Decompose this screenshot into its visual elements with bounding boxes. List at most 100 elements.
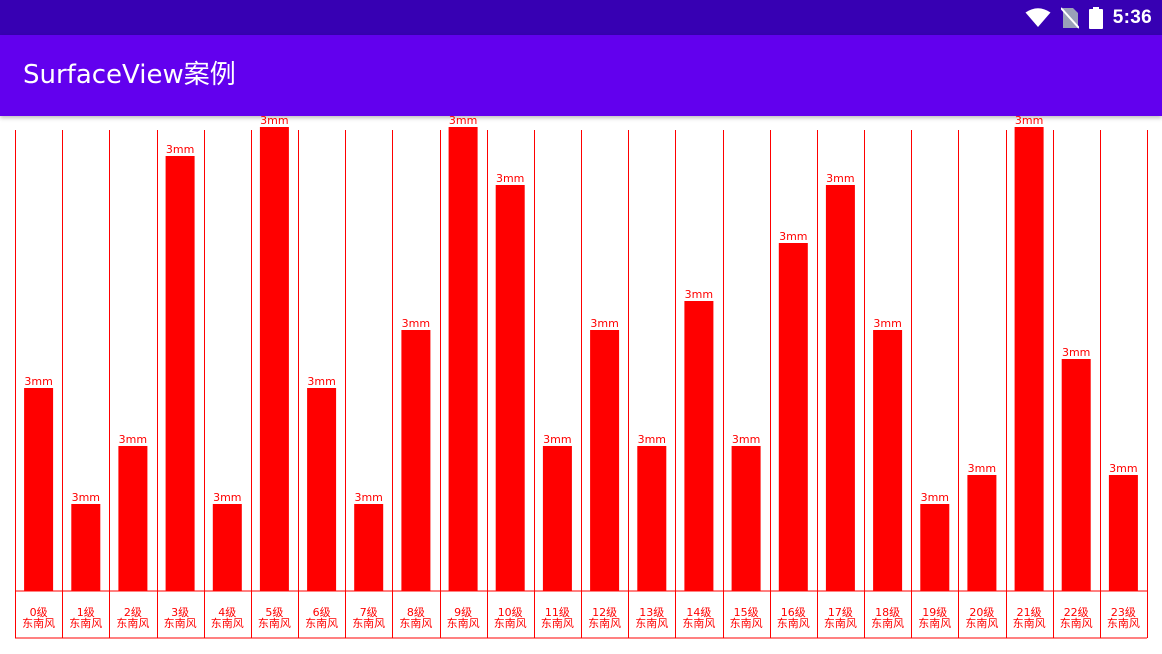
category-level-label: 16级 — [781, 606, 806, 619]
category-direction-label: 东南风 — [730, 617, 763, 630]
no-sim-icon — [1060, 6, 1079, 29]
category-level-label: 1级 — [77, 606, 95, 619]
value-label: 3mm — [260, 116, 288, 127]
app-bar: SurfaceView案例 — [0, 35, 1162, 116]
chart-area: 3mm 0级 东南风 3mm 1级 东南风 3mm 2级 东南风 3mm 3级 东南风 3mm 4级 东南风… — [0, 116, 1162, 654]
value-label: 3mm — [732, 433, 760, 446]
battery-icon — [1088, 6, 1103, 29]
category-level-label: 17级 — [828, 606, 853, 619]
value-label: 3mm — [24, 375, 52, 388]
value-label: 3mm — [402, 317, 430, 330]
category-level-label: 15级 — [734, 606, 759, 619]
category-direction-label: 东南风 — [399, 617, 432, 630]
category-direction-label: 东南风 — [918, 617, 951, 630]
category-direction-label: 东南风 — [1013, 617, 1046, 630]
bar — [495, 185, 525, 591]
value-label: 3mm — [543, 433, 571, 446]
bar — [448, 127, 478, 591]
status-icons: 5:36 — [1025, 0, 1152, 35]
category-level-label: 10级 — [498, 606, 523, 619]
category-direction-label: 东南风 — [116, 617, 149, 630]
category-level-label: 7级 — [360, 606, 378, 619]
category-direction-label: 东南风 — [211, 617, 244, 630]
bar — [542, 446, 572, 591]
value-label: 3mm — [213, 491, 241, 504]
value-label: 3mm — [449, 116, 477, 127]
category-level-label: 3级 — [171, 606, 189, 619]
category-level-label: 22级 — [1064, 606, 1089, 619]
category-level-label: 13级 — [639, 606, 664, 619]
bar — [401, 330, 431, 591]
value-label: 3mm — [921, 491, 949, 504]
bar — [259, 127, 289, 591]
category-level-label: 20级 — [969, 606, 994, 619]
category-direction-label: 东南风 — [447, 617, 480, 630]
category-level-label: 5级 — [265, 606, 283, 619]
value-label: 3mm — [1062, 346, 1090, 359]
category-direction-label: 东南风 — [1107, 617, 1140, 630]
value-label: 3mm — [307, 375, 335, 388]
category-level-label: 2级 — [124, 606, 142, 619]
category-direction-label: 东南风 — [871, 617, 904, 630]
category-direction-label: 东南风 — [965, 617, 998, 630]
category-direction-label: 东南风 — [824, 617, 857, 630]
value-label: 3mm — [1015, 116, 1043, 127]
value-label: 3mm — [496, 172, 524, 185]
app-title: SurfaceView案例 — [23, 60, 236, 90]
value-label: 3mm — [119, 433, 147, 446]
value-label: 3mm — [968, 462, 996, 475]
bar — [165, 156, 195, 591]
bar — [118, 446, 148, 591]
category-level-label: 6级 — [313, 606, 331, 619]
category-direction-label: 东南风 — [777, 617, 810, 630]
category-direction-label: 东南风 — [164, 617, 197, 630]
category-direction-label: 东南风 — [588, 617, 621, 630]
category-level-label: 0级 — [30, 606, 48, 619]
bar — [825, 185, 855, 591]
status-time: 5:36 — [1112, 6, 1152, 28]
bar — [684, 301, 714, 591]
category-level-label: 12级 — [592, 606, 617, 619]
bar — [778, 243, 808, 591]
bar — [354, 504, 384, 591]
category-direction-label: 东南风 — [541, 617, 574, 630]
value-label: 3mm — [685, 288, 713, 301]
bar — [590, 330, 620, 591]
category-direction-label: 东南风 — [22, 617, 55, 630]
bar — [1014, 127, 1044, 591]
category-level-label: 21级 — [1017, 606, 1042, 619]
bar — [307, 388, 337, 591]
value-label: 3mm — [873, 317, 901, 330]
category-direction-label: 东南风 — [69, 617, 102, 630]
category-level-label: 11级 — [545, 606, 570, 619]
value-label: 3mm — [354, 491, 382, 504]
category-direction-label: 东南风 — [352, 617, 385, 630]
category-level-label: 9级 — [454, 606, 472, 619]
category-direction-label: 东南风 — [305, 617, 338, 630]
category-level-label: 14级 — [686, 606, 711, 619]
bar — [731, 446, 761, 591]
bar — [212, 504, 242, 591]
category-direction-label: 东南风 — [1060, 617, 1093, 630]
value-label: 3mm — [72, 491, 100, 504]
value-label: 3mm — [590, 317, 618, 330]
wifi-icon — [1025, 7, 1051, 27]
bar — [873, 330, 903, 591]
value-label: 3mm — [779, 230, 807, 243]
category-direction-label: 东南风 — [635, 617, 668, 630]
bar — [920, 504, 950, 591]
category-direction-label: 东南风 — [682, 617, 715, 630]
value-label: 3mm — [826, 172, 854, 185]
category-level-label: 4级 — [218, 606, 236, 619]
bar — [24, 388, 54, 591]
bar — [71, 504, 101, 591]
category-level-label: 23级 — [1111, 606, 1136, 619]
category-level-label: 19级 — [922, 606, 947, 619]
category-level-label: 18级 — [875, 606, 900, 619]
bar — [637, 446, 667, 591]
status-bar: 5:36 — [0, 0, 1162, 35]
category-direction-label: 东南风 — [494, 617, 527, 630]
value-label: 3mm — [1109, 462, 1137, 475]
bar — [1061, 359, 1091, 591]
